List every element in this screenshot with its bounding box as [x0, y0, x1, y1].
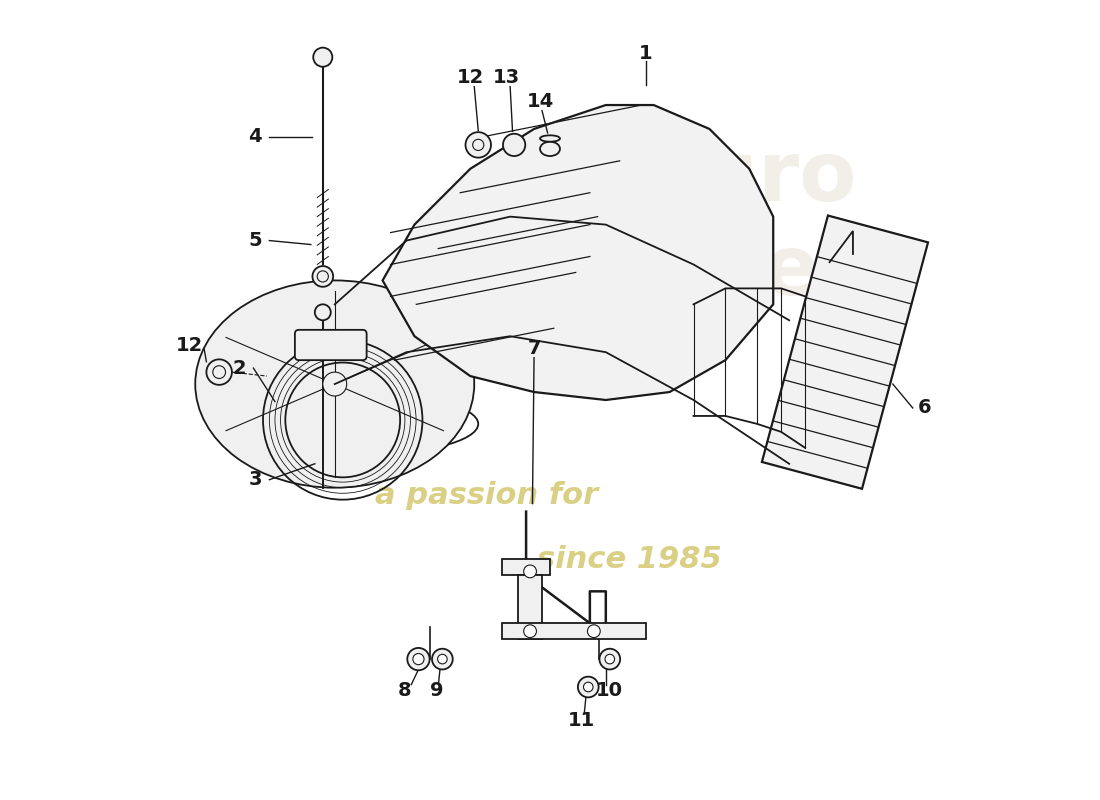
Text: 2: 2 [232, 358, 246, 378]
Circle shape [465, 132, 491, 158]
Ellipse shape [223, 392, 478, 456]
Text: 3: 3 [249, 470, 262, 490]
Circle shape [605, 654, 615, 664]
Polygon shape [518, 575, 542, 639]
Text: 6: 6 [917, 398, 932, 418]
Text: 10: 10 [595, 682, 623, 701]
Text: 13: 13 [493, 68, 519, 86]
Circle shape [503, 134, 526, 156]
Text: euro
fares: euro fares [629, 138, 869, 312]
FancyBboxPatch shape [295, 330, 366, 360]
Circle shape [312, 266, 333, 286]
Text: a passion for: a passion for [375, 481, 597, 510]
Circle shape [207, 359, 232, 385]
Circle shape [315, 304, 331, 320]
Text: 12: 12 [456, 68, 484, 86]
Polygon shape [503, 559, 550, 575]
Text: since 1985: since 1985 [537, 545, 722, 574]
Circle shape [438, 654, 448, 664]
Circle shape [322, 372, 346, 396]
Circle shape [432, 649, 453, 670]
Text: 7: 7 [527, 338, 541, 358]
Circle shape [524, 625, 537, 638]
Circle shape [587, 625, 601, 638]
Text: 14: 14 [527, 91, 554, 110]
Ellipse shape [195, 281, 474, 488]
Text: 4: 4 [249, 127, 262, 146]
Circle shape [412, 654, 424, 665]
Polygon shape [762, 215, 928, 489]
Text: 5: 5 [249, 231, 262, 250]
Text: 8: 8 [398, 682, 411, 701]
Polygon shape [503, 623, 646, 639]
Text: 12: 12 [176, 336, 204, 355]
Ellipse shape [540, 135, 560, 142]
Circle shape [314, 48, 332, 66]
Circle shape [407, 648, 430, 670]
Circle shape [578, 677, 598, 698]
Circle shape [600, 649, 620, 670]
Polygon shape [383, 105, 773, 400]
Text: 11: 11 [569, 711, 595, 730]
Text: 1: 1 [639, 44, 652, 62]
Text: 9: 9 [430, 682, 443, 701]
Circle shape [583, 682, 593, 692]
Circle shape [524, 565, 537, 578]
Ellipse shape [540, 142, 560, 156]
